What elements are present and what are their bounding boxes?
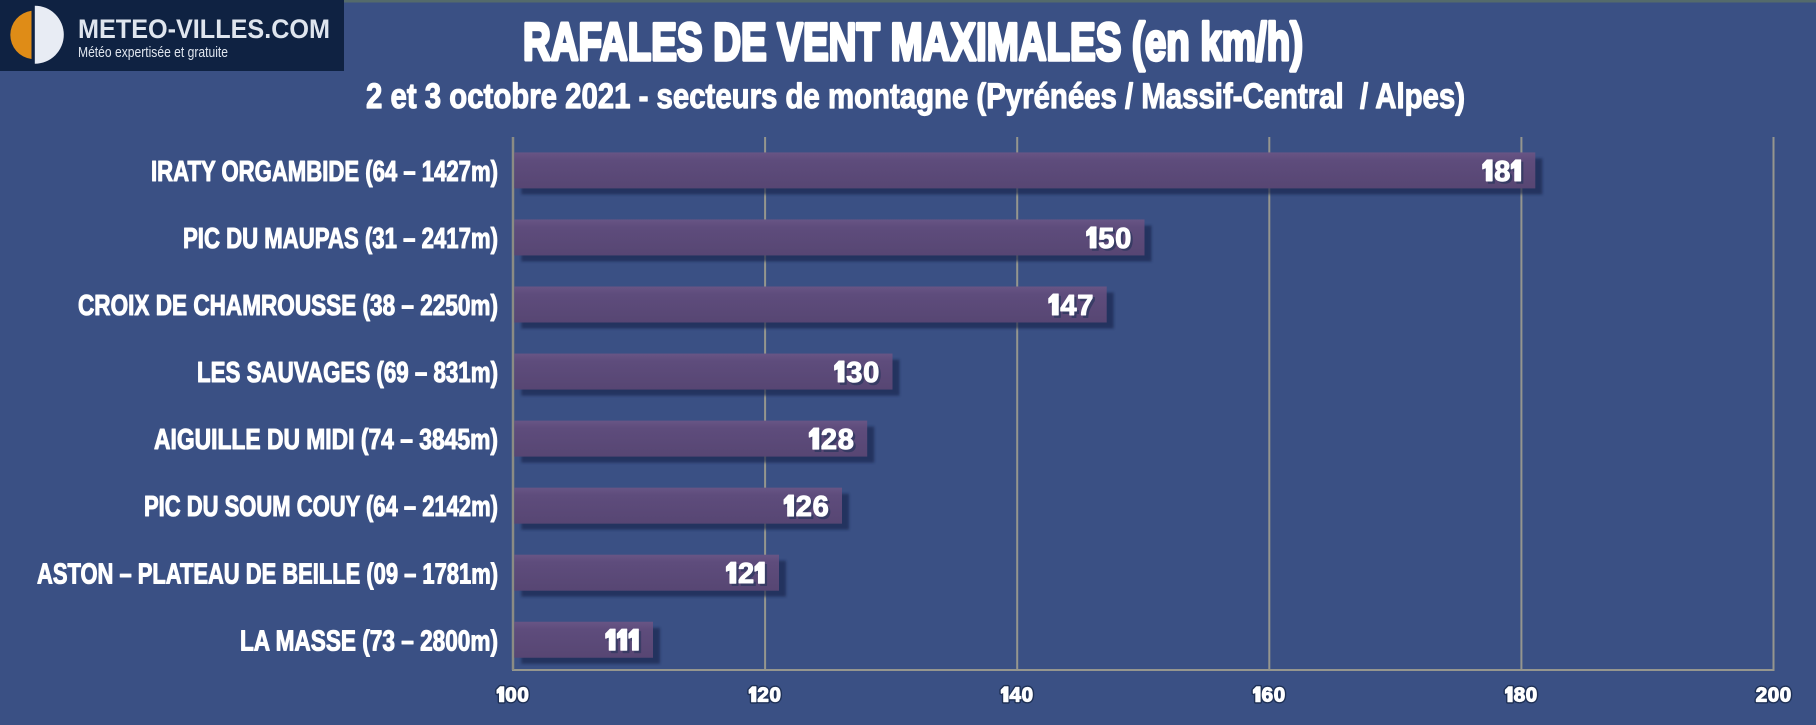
svg-text:RAFALES DE VENT MAXIMALES (en: RAFALES DE VENT MAXIMALES (en km/h) [523,13,1303,72]
svg-text:0: 0 [770,684,781,707]
svg-text:4: 4 [1063,292,1079,324]
svg-text:5: 5 [1100,225,1116,257]
svg-text:0: 0 [1022,684,1033,707]
svg-text:0: 0 [865,359,881,391]
svg-text:0: 0 [505,684,516,707]
svg-text:0: 0 [1526,684,1537,707]
svg-text:2 et 3 octobre 2021 - secteurs: 2 et 3 octobre 2021 - secteurs de montag… [366,77,1465,116]
svg-text:8: 8 [1497,158,1513,190]
svg-text:2: 2 [823,426,839,458]
svg-text:PIC DU MAUPAS (31 – 2417m): PIC DU MAUPAS (31 – 2417m) [183,223,498,255]
svg-text:0: 0 [1780,684,1791,707]
svg-text:0: 0 [1780,684,1791,707]
svg-text:2: 2 [757,684,768,707]
svg-text:2: 2 [1756,684,1767,707]
svg-text:0: 0 [1274,684,1285,707]
svg-text:AIGUILLE DU MIDI (74 – 3845m): AIGUILLE DU MIDI (74 – 3845m) [154,424,498,456]
svg-text:2: 2 [1756,684,1767,707]
svg-text:0: 0 [770,684,781,707]
svg-text:0: 0 [517,684,528,707]
svg-text:LES SAUVAGES (69 – 831m): LES SAUVAGES (69 – 831m) [197,357,498,389]
svg-text:0: 0 [1274,684,1285,707]
svg-text:2: 2 [757,684,768,707]
svg-text:METEO-VILLES.COM: METEO-VILLES.COM [78,14,330,44]
svg-text:8: 8 [838,424,854,456]
svg-text:4: 4 [1010,684,1022,707]
svg-text:6: 6 [1262,684,1273,707]
svg-text:0: 0 [505,684,516,707]
svg-text:IRATY ORGAMBIDE (64 – 1427m): IRATY ORGAMBIDE (64 – 1427m) [151,156,498,188]
svg-text:2: 2 [821,424,837,456]
svg-text:0: 0 [517,684,528,707]
svg-text:0: 0 [1022,684,1033,707]
svg-text:2: 2 [738,558,754,590]
svg-text:2: 2 [740,561,756,593]
svg-text:4: 4 [1010,684,1022,707]
svg-text:8: 8 [1514,684,1525,707]
svg-text:8: 8 [1514,684,1525,707]
svg-text:6: 6 [1262,684,1273,707]
svg-text:0: 0 [1768,684,1779,707]
svg-text:4: 4 [1060,290,1076,322]
svg-text:8: 8 [840,426,856,458]
svg-text:0: 0 [1115,223,1131,255]
svg-text:7: 7 [1080,292,1096,324]
svg-text:LA MASSE (73 – 2800m): LA MASSE (73 – 2800m) [240,625,498,657]
svg-text:8: 8 [1494,156,1510,188]
svg-text:2: 2 [796,491,812,523]
svg-text:2: 2 [798,493,814,525]
svg-text:5: 5 [1098,223,1114,255]
svg-text:3: 3 [848,359,864,391]
svg-text:PIC DU SOUM COUY (64 – 2142m): PIC DU SOUM COUY (64 – 2142m) [144,491,498,523]
svg-text:Météo expertisée et gratuite: Météo expertisée et gratuite [78,45,228,61]
svg-text:7: 7 [1077,290,1093,322]
svg-text:CROIX DE CHAMROUSSE (38 – 2250: CROIX DE CHAMROUSSE (38 – 2250m) [78,290,498,322]
svg-text:0: 0 [1526,684,1537,707]
svg-text:0: 0 [863,357,879,389]
svg-text:0: 0 [1117,225,1133,257]
svg-text:6: 6 [815,493,831,525]
svg-text:6: 6 [813,491,829,523]
svg-text:3: 3 [846,357,862,389]
svg-text:0: 0 [1768,684,1779,707]
svg-text:ASTON – PLATEAU DE BEILLE (09: ASTON – PLATEAU DE BEILLE (09 – 1781m) [37,558,498,590]
